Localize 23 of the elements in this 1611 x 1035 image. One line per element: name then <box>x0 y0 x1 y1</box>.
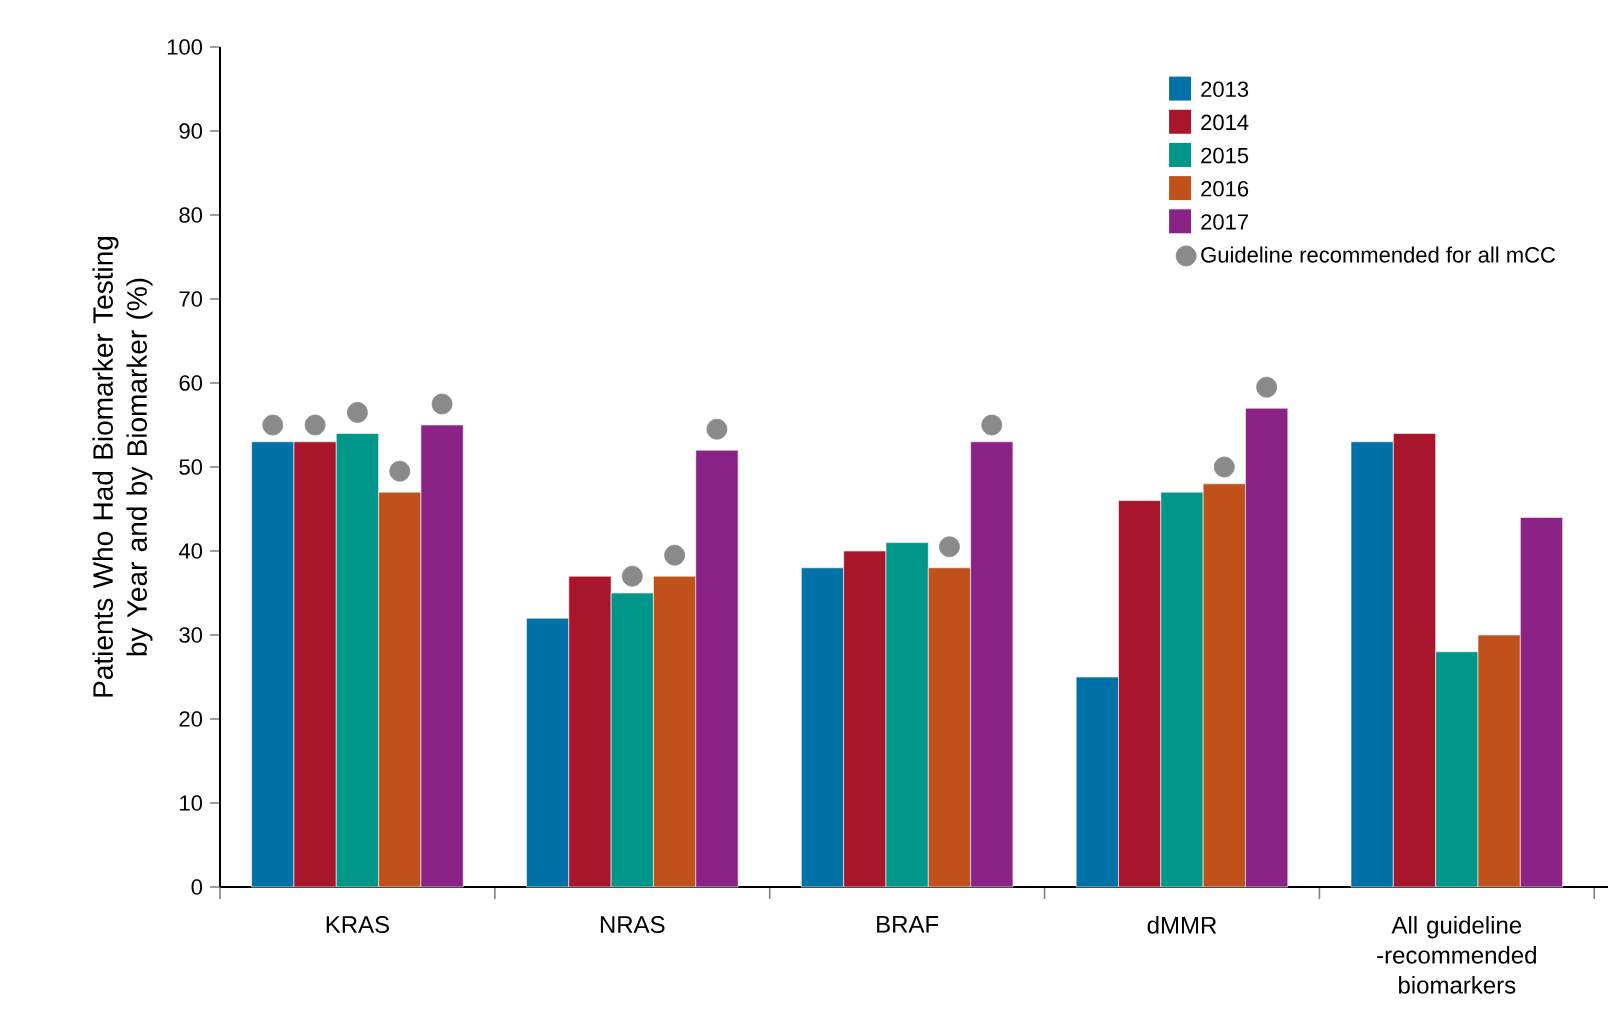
y-tick-label: 40 <box>178 543 203 559</box>
y-tick-label: 50 <box>179 459 203 475</box>
x-tick-label: BRAF <box>877 916 939 933</box>
x-tick-label: dMMR <box>1147 916 1217 934</box>
x-tick-label: NRAS <box>600 916 665 934</box>
legend-label: 2017 <box>1201 214 1248 230</box>
y-axis-title: Patients Who Had Biomarker Testing by Year and by Biomarker (%) <box>92 236 153 697</box>
y-tick-label: 30 <box>179 627 203 643</box>
y-tick-label: 80 <box>179 207 203 223</box>
legend-label: 2014 <box>1201 114 1249 131</box>
y-tick-label: 100 <box>167 39 203 55</box>
y-tick-label: 90 <box>179 123 203 139</box>
legend-label: Guideline recommended for all mCC <box>1201 246 1556 263</box>
legend-label: 2013 <box>1201 81 1249 97</box>
x-tick-label: KRAS <box>326 916 389 934</box>
x-tick-label: All guideline -recommended biomarkers <box>1377 916 1536 994</box>
y-tick-label: 10 <box>180 795 203 811</box>
legend-label: 2016 <box>1201 180 1249 197</box>
y-tick-label: 20 <box>179 711 203 727</box>
y-tick-label: 60 <box>179 375 203 391</box>
y-tick-label: 0 <box>191 879 203 895</box>
y-tick-label: 70 <box>179 291 203 307</box>
legend-label: 2015 <box>1201 147 1249 164</box>
